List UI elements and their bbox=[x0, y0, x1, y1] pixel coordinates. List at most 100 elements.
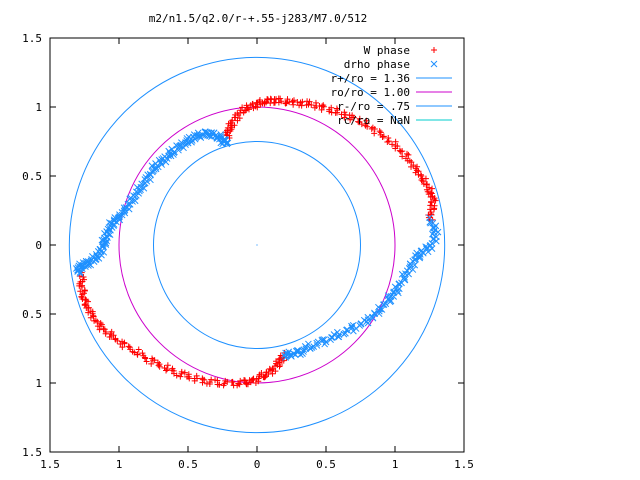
w-phase-point bbox=[228, 119, 235, 126]
w-phase-point bbox=[126, 344, 133, 351]
y-tick-label: 1 bbox=[35, 101, 42, 114]
w-phase-point bbox=[191, 375, 198, 382]
drho-phase-point bbox=[428, 240, 436, 247]
w-phase-point bbox=[170, 370, 177, 377]
x-tick-label: 1 bbox=[116, 458, 123, 471]
y-tick-label: 0.5 bbox=[22, 308, 42, 321]
w-phase-point bbox=[430, 206, 437, 213]
w-phase-point bbox=[432, 197, 439, 204]
drho-phase-point bbox=[350, 327, 357, 335]
w-phase-point bbox=[224, 124, 231, 131]
w-phase-point bbox=[341, 109, 348, 116]
w-phase-point bbox=[156, 361, 163, 368]
w-phase-point bbox=[413, 167, 420, 174]
w-phase-point bbox=[422, 175, 429, 182]
drho-phase-point bbox=[357, 320, 365, 327]
w-phase-point bbox=[77, 278, 84, 285]
w-phase-point bbox=[117, 340, 124, 347]
drho-phase-point bbox=[371, 310, 379, 318]
w-phase-point bbox=[431, 196, 438, 203]
drho-phase-point bbox=[106, 219, 113, 226]
w-phase-point bbox=[97, 320, 104, 327]
drho-phase-point bbox=[384, 295, 392, 303]
drho-phase-point bbox=[190, 131, 198, 138]
w-phase-point bbox=[392, 142, 399, 149]
w-phase-point bbox=[399, 153, 406, 160]
w-phase-point bbox=[419, 178, 426, 185]
w-phase-point bbox=[149, 355, 156, 362]
drho-phase-point bbox=[329, 334, 336, 341]
w-phase-point bbox=[376, 128, 383, 135]
drho-phase-point bbox=[343, 326, 351, 334]
legend-label: r-/ro = .75 bbox=[337, 100, 410, 113]
drho-phase-point bbox=[103, 228, 110, 235]
x-tick-label: 1.5 bbox=[454, 458, 474, 471]
w-phase-point bbox=[363, 120, 370, 127]
w-phase-point bbox=[148, 360, 155, 367]
center-dot bbox=[256, 244, 258, 246]
w-phase-point bbox=[181, 369, 188, 376]
drho-phase-point bbox=[434, 228, 442, 236]
w-phase-point bbox=[102, 329, 109, 336]
w-phase-point bbox=[98, 321, 105, 328]
data-points bbox=[72, 95, 442, 389]
legend-label: rc/ro = NaN bbox=[337, 114, 410, 127]
drho-phase-point bbox=[96, 245, 104, 253]
drho-phase-point bbox=[380, 301, 388, 308]
w-phase-point bbox=[415, 171, 422, 178]
drho-phase-point bbox=[412, 255, 419, 263]
drho-phase-point bbox=[406, 260, 414, 268]
drho-phase-point bbox=[137, 186, 144, 194]
w-phase-point bbox=[311, 104, 318, 111]
w-phase-point bbox=[231, 114, 238, 121]
circle-r-0-75 bbox=[153, 141, 361, 349]
w-phase-point bbox=[369, 124, 376, 131]
drho-phase-point bbox=[281, 352, 288, 359]
drho-phase-point bbox=[364, 319, 372, 327]
x-tick-label: 0.5 bbox=[178, 458, 198, 471]
w-phase-point bbox=[318, 106, 325, 113]
drho-phase-point bbox=[300, 346, 308, 353]
w-phase-point bbox=[94, 318, 101, 325]
w-phase-point bbox=[235, 112, 242, 118]
w-phase-point bbox=[164, 366, 171, 373]
legend-label: r+/ro = 1.36 bbox=[331, 72, 410, 85]
drho-phase-point bbox=[416, 254, 424, 262]
drho-phase-point bbox=[424, 248, 432, 256]
w-phase-point bbox=[81, 301, 88, 308]
drho-phase-point bbox=[335, 333, 343, 341]
drho-phase-point bbox=[282, 354, 289, 361]
w-phase-point bbox=[405, 151, 412, 158]
w-phase-point bbox=[256, 373, 263, 380]
drho-phase-point bbox=[321, 340, 329, 348]
w-phase-point bbox=[423, 181, 430, 188]
w-phase-point bbox=[177, 373, 184, 380]
w-phase-point bbox=[320, 103, 327, 110]
axis-ticks: 1.5 1 0.5 0 0.5 1 1.51.510.500.511.5 bbox=[22, 32, 474, 471]
w-phase-point bbox=[265, 370, 272, 377]
w-phase-point bbox=[252, 103, 259, 110]
legend-label: ro/ro = 1.00 bbox=[331, 86, 410, 99]
drho-phase-point bbox=[310, 343, 318, 350]
w-phase-point bbox=[178, 368, 185, 375]
y-tick-label: 1.5 bbox=[22, 32, 42, 45]
x-tick-label: 0 bbox=[254, 458, 261, 471]
w-phase-point bbox=[208, 376, 215, 383]
w-phase-point bbox=[114, 337, 121, 344]
w-phase-point bbox=[404, 150, 411, 157]
drho-phase-point bbox=[158, 161, 166, 168]
drho-phase-point bbox=[426, 218, 434, 226]
w-phase-point bbox=[282, 100, 289, 107]
w-phase-point bbox=[169, 365, 176, 372]
w-phase-point bbox=[402, 155, 409, 162]
drho-phase-point bbox=[223, 140, 231, 148]
chart-title: m2/n1.5/q2.0/r-+.55-j283/M7.0/512 bbox=[149, 12, 368, 25]
w-phase-point bbox=[226, 132, 233, 139]
w-phase-point bbox=[261, 99, 268, 106]
w-phase-point bbox=[96, 326, 103, 333]
drho-phase-point bbox=[284, 350, 292, 358]
w-phase-point bbox=[78, 293, 85, 300]
drho-phase-point bbox=[141, 176, 149, 183]
w-phase-point bbox=[125, 343, 132, 350]
w-phase-point bbox=[377, 131, 384, 138]
